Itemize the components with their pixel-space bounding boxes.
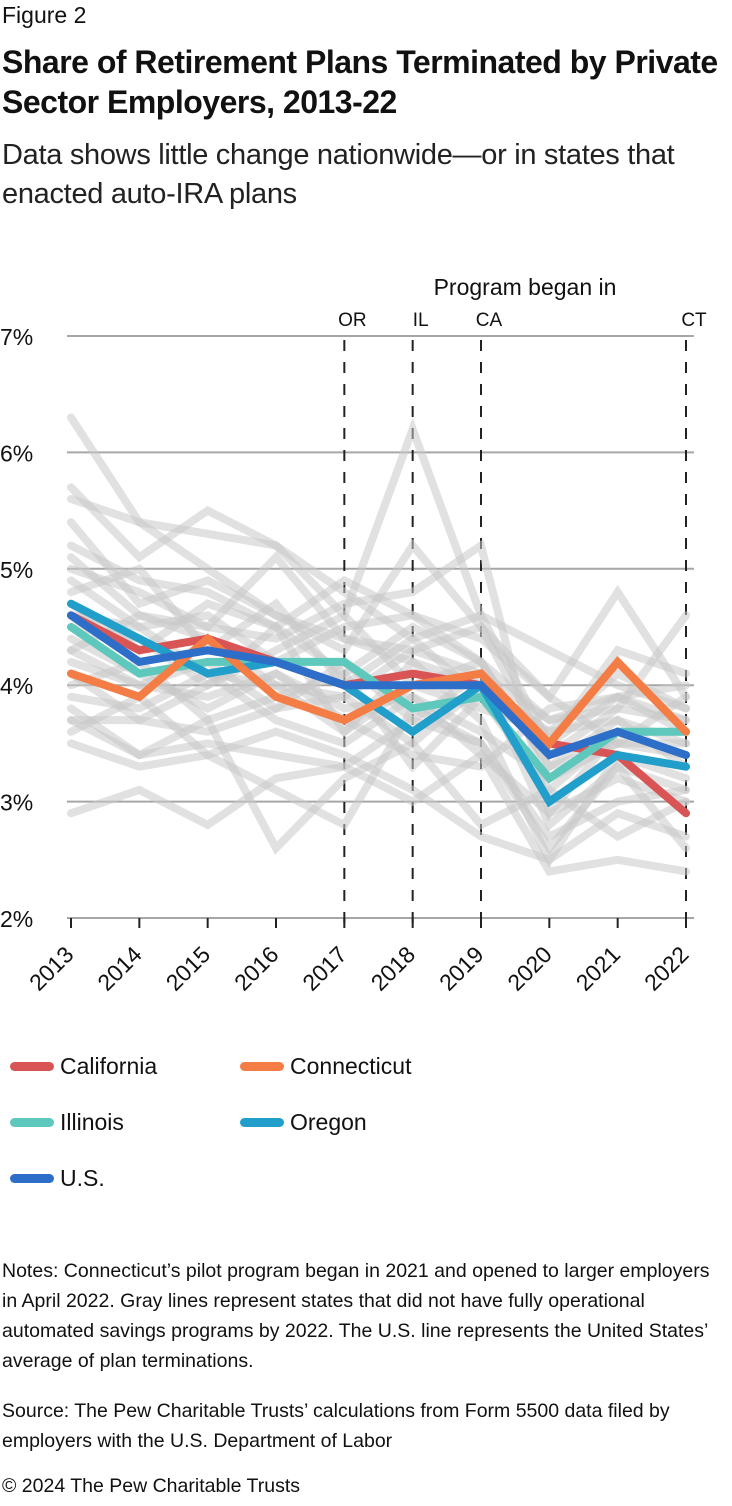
x-axis: 2013 2014 2015 2016 2017 2018 2019 2020 2021 2022 bbox=[24, 918, 694, 996]
y-tick-label: 5% bbox=[0, 557, 33, 583]
program-start-label: CT bbox=[681, 310, 707, 331]
x-tick-label: 2020 bbox=[502, 941, 557, 996]
line-chart: 2%3%4%5%6%7% OR IL CA CT 2013 2014 2015 2016 20… bbox=[0, 274, 707, 996]
legend-swatch bbox=[240, 1117, 284, 1127]
legend-swatch bbox=[240, 1061, 284, 1071]
y-tick-label: 4% bbox=[0, 673, 33, 699]
legend-item: U.S. bbox=[10, 1158, 105, 1198]
other-state-line bbox=[67, 611, 690, 761]
legend-label: California bbox=[60, 1052, 158, 1079]
y-tick-label: 7% bbox=[0, 324, 33, 350]
y-tick-label: 6% bbox=[0, 440, 33, 466]
other-state-line bbox=[67, 703, 690, 855]
program-start-label: CA bbox=[476, 310, 503, 331]
legend-item: Illinois bbox=[10, 1102, 124, 1142]
other-state-line bbox=[67, 704, 690, 855]
y-tick-label: 2% bbox=[0, 906, 33, 932]
legend-swatch bbox=[10, 1173, 54, 1183]
other-state-line bbox=[67, 749, 690, 876]
series-line-california bbox=[67, 611, 690, 818]
notes: Notes: Connecticut’s pilot program began… bbox=[2, 1260, 710, 1372]
legend-item: California bbox=[10, 1046, 157, 1086]
x-tick-label: 2021 bbox=[571, 941, 626, 996]
legend-label: Connecticut bbox=[290, 1052, 412, 1079]
legend-swatch bbox=[10, 1117, 54, 1127]
chart-title: Share of Retirement Plans Terminated by … bbox=[2, 44, 718, 120]
x-tick-label: 2013 bbox=[24, 941, 79, 996]
x-tick-label: 2019 bbox=[434, 941, 489, 996]
legend-label: U.S. bbox=[60, 1164, 105, 1191]
other-state-line bbox=[67, 483, 690, 713]
source-note: Source: The Pew Charitable Trusts’ calcu… bbox=[2, 1400, 670, 1452]
x-tick-label: 2018 bbox=[366, 941, 421, 996]
series-line-us bbox=[67, 611, 690, 760]
copyright: © 2024 The Pew Charitable Trusts bbox=[2, 1475, 300, 1497]
y-axis-ticks: 2% 3% 4% 5% 6% 7% bbox=[0, 324, 33, 932]
series-line-connecticut bbox=[67, 633, 690, 750]
legend-label: Illinois bbox=[60, 1108, 124, 1135]
legend-swatch bbox=[10, 1061, 54, 1071]
figure-label: Figure 2 bbox=[2, 2, 87, 28]
chart-subtitle: Data shows little change nationwide—or i… bbox=[2, 139, 675, 210]
other-state-line bbox=[67, 576, 690, 749]
legend-item: Oregon bbox=[240, 1102, 367, 1142]
program-start-label: IL bbox=[413, 310, 429, 331]
highlighted-series-lines bbox=[67, 599, 690, 818]
x-tick-label: 2017 bbox=[297, 941, 352, 996]
program-began-header: Program began in bbox=[434, 274, 617, 300]
legend-item: Connecticut bbox=[240, 1046, 411, 1086]
legend-label: Oregon bbox=[290, 1108, 367, 1135]
program-start-label: OR bbox=[338, 310, 367, 331]
x-tick-label: 2016 bbox=[229, 941, 284, 996]
other-states-lines bbox=[67, 413, 690, 876]
x-tick-label: 2015 bbox=[161, 941, 216, 996]
x-tick-label: 2014 bbox=[92, 941, 147, 996]
x-tick-label: 2022 bbox=[639, 941, 694, 996]
other-state-line bbox=[67, 715, 690, 842]
program-start-markers: OR IL CA CT bbox=[338, 310, 707, 926]
y-tick-label: 3% bbox=[0, 790, 33, 816]
